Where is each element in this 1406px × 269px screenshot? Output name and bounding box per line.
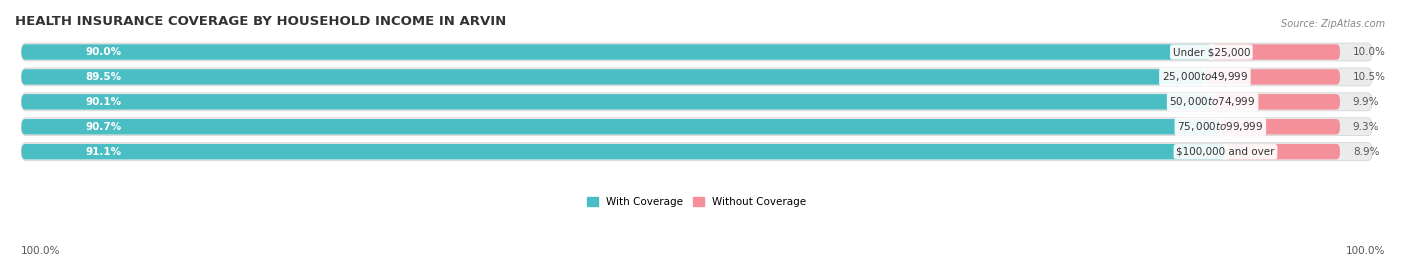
- FancyBboxPatch shape: [21, 69, 1205, 85]
- FancyBboxPatch shape: [1220, 119, 1340, 134]
- Text: 90.0%: 90.0%: [86, 47, 122, 57]
- FancyBboxPatch shape: [21, 119, 1220, 134]
- FancyBboxPatch shape: [21, 43, 1372, 61]
- Text: Source: ZipAtlas.com: Source: ZipAtlas.com: [1281, 19, 1385, 29]
- Text: $75,000 to $99,999: $75,000 to $99,999: [1177, 120, 1264, 133]
- Text: $100,000 and over: $100,000 and over: [1177, 147, 1275, 157]
- FancyBboxPatch shape: [1212, 94, 1340, 109]
- Text: 89.5%: 89.5%: [86, 72, 122, 82]
- Text: 100.0%: 100.0%: [1346, 246, 1385, 256]
- Text: 8.9%: 8.9%: [1353, 147, 1379, 157]
- Text: Under $25,000: Under $25,000: [1173, 47, 1250, 57]
- FancyBboxPatch shape: [21, 144, 1226, 159]
- FancyBboxPatch shape: [21, 44, 1212, 60]
- FancyBboxPatch shape: [1212, 44, 1340, 60]
- FancyBboxPatch shape: [21, 93, 1372, 111]
- Text: $25,000 to $49,999: $25,000 to $49,999: [1161, 70, 1249, 83]
- Text: 10.0%: 10.0%: [1353, 47, 1386, 57]
- Text: 90.1%: 90.1%: [86, 97, 122, 107]
- FancyBboxPatch shape: [21, 94, 1212, 109]
- Legend: With Coverage, Without Coverage: With Coverage, Without Coverage: [583, 193, 810, 211]
- Text: $50,000 to $74,999: $50,000 to $74,999: [1170, 95, 1256, 108]
- FancyBboxPatch shape: [21, 118, 1372, 136]
- FancyBboxPatch shape: [21, 143, 1372, 161]
- FancyBboxPatch shape: [21, 68, 1372, 86]
- Text: HEALTH INSURANCE COVERAGE BY HOUSEHOLD INCOME IN ARVIN: HEALTH INSURANCE COVERAGE BY HOUSEHOLD I…: [15, 15, 506, 28]
- Text: 9.9%: 9.9%: [1353, 97, 1379, 107]
- FancyBboxPatch shape: [1226, 144, 1340, 159]
- Text: 90.7%: 90.7%: [86, 122, 122, 132]
- Text: 100.0%: 100.0%: [21, 246, 60, 256]
- Text: 9.3%: 9.3%: [1353, 122, 1379, 132]
- Text: 10.5%: 10.5%: [1353, 72, 1386, 82]
- Text: 91.1%: 91.1%: [86, 147, 122, 157]
- FancyBboxPatch shape: [1205, 69, 1340, 85]
